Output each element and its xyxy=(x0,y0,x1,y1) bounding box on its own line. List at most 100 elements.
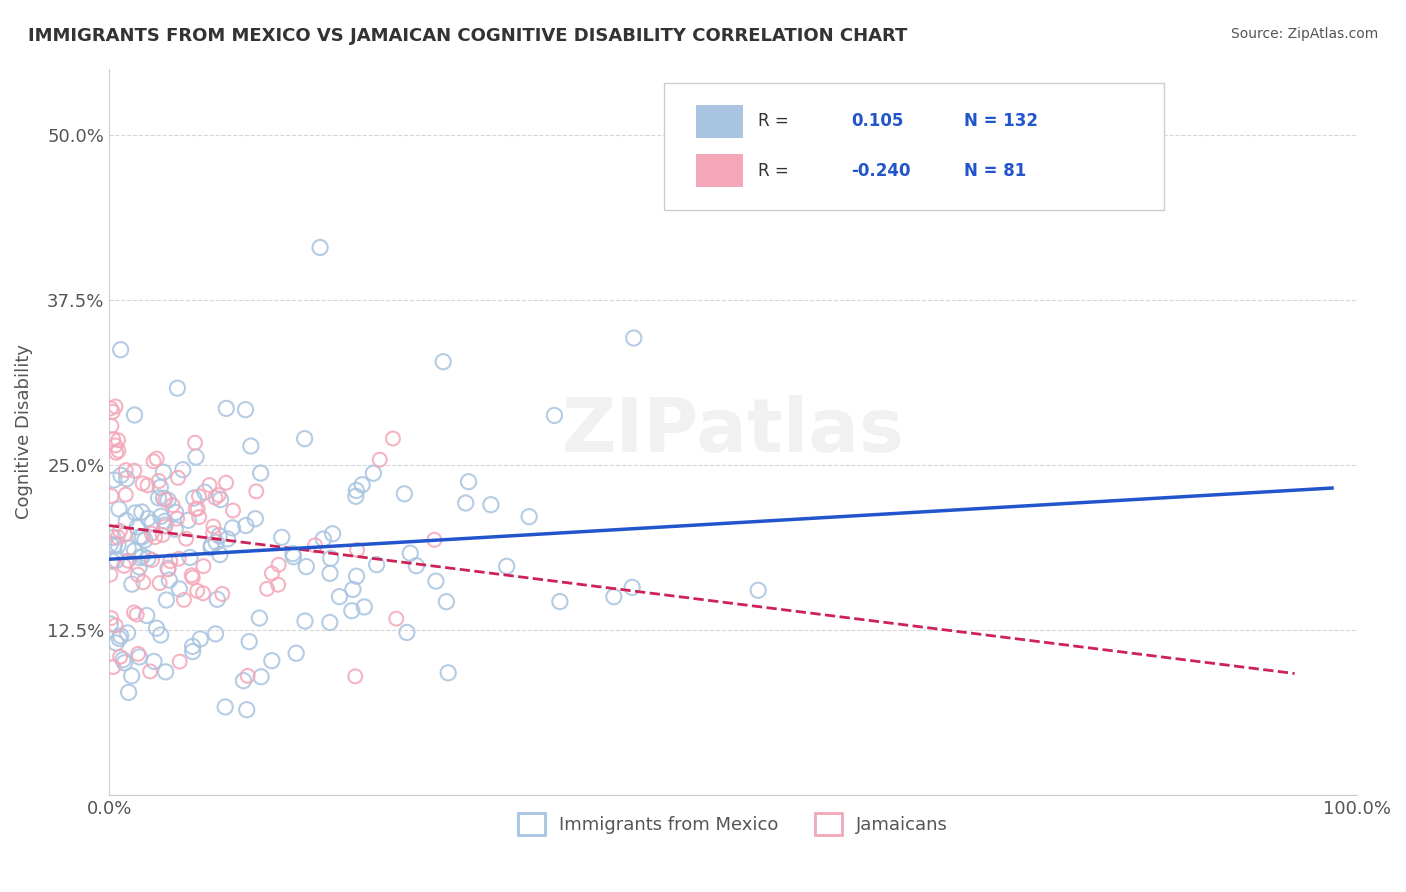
Point xyxy=(283,549,305,564)
Point xyxy=(405,558,427,573)
Point xyxy=(162,498,184,512)
Point xyxy=(344,483,367,498)
Point xyxy=(100,489,122,503)
Point xyxy=(167,471,190,485)
Point xyxy=(134,533,156,547)
Text: N = 81: N = 81 xyxy=(965,162,1026,180)
Point xyxy=(495,559,517,574)
Point xyxy=(177,513,200,527)
Point xyxy=(319,551,342,566)
Point xyxy=(208,488,231,502)
Point xyxy=(217,532,239,546)
FancyBboxPatch shape xyxy=(665,83,1164,211)
Point xyxy=(285,646,308,660)
Point xyxy=(395,625,418,640)
Point xyxy=(202,519,225,533)
Point xyxy=(127,520,149,534)
Point xyxy=(165,522,187,536)
Point xyxy=(153,518,176,533)
Point xyxy=(107,443,129,458)
Point xyxy=(304,538,326,552)
Point xyxy=(104,618,127,632)
Point xyxy=(155,492,177,507)
Point xyxy=(149,628,172,642)
Point xyxy=(143,530,166,544)
Point xyxy=(155,593,177,607)
Point xyxy=(114,488,136,502)
Point xyxy=(105,446,128,460)
Point xyxy=(236,669,259,683)
Point xyxy=(165,505,187,519)
Point xyxy=(352,477,374,491)
Point xyxy=(187,501,209,516)
Point xyxy=(381,432,404,446)
Point xyxy=(100,567,122,582)
Point xyxy=(184,450,207,464)
Point xyxy=(346,569,368,583)
Point xyxy=(423,533,446,547)
Point xyxy=(153,514,176,528)
Point xyxy=(132,575,155,590)
Point xyxy=(149,509,172,524)
Point xyxy=(193,559,215,574)
Point xyxy=(188,489,211,503)
Point xyxy=(100,611,122,625)
Point xyxy=(250,670,273,684)
Point xyxy=(294,432,316,446)
Point xyxy=(399,546,422,560)
Point xyxy=(114,463,136,477)
Point xyxy=(128,530,150,544)
Point xyxy=(129,550,152,565)
Text: -0.240: -0.240 xyxy=(852,162,911,180)
Point xyxy=(100,401,122,416)
Legend: Immigrants from Mexico, Jamaicans: Immigrants from Mexico, Jamaicans xyxy=(509,805,957,845)
Point xyxy=(121,669,143,683)
Text: R =: R = xyxy=(758,162,789,180)
Point xyxy=(157,573,180,587)
Point xyxy=(105,553,128,567)
Point xyxy=(457,475,479,489)
Text: N = 132: N = 132 xyxy=(965,112,1038,130)
Point xyxy=(127,567,149,582)
Point xyxy=(172,463,194,477)
Point xyxy=(479,498,502,512)
Point xyxy=(141,516,163,530)
Point xyxy=(131,476,153,491)
Point xyxy=(136,478,159,492)
Point xyxy=(141,526,163,541)
Point xyxy=(270,530,292,544)
Point xyxy=(115,514,138,528)
Point xyxy=(105,636,128,650)
Point xyxy=(152,528,174,542)
Point xyxy=(256,582,278,596)
Point xyxy=(107,530,129,544)
Point xyxy=(295,559,318,574)
Point xyxy=(103,473,125,487)
Point xyxy=(145,451,167,466)
Point xyxy=(267,558,290,572)
Point xyxy=(747,583,769,598)
Point xyxy=(366,558,388,572)
Point xyxy=(322,526,344,541)
Point xyxy=(200,541,222,555)
Point xyxy=(621,580,644,594)
Point xyxy=(208,529,231,543)
Point xyxy=(101,554,124,568)
Point xyxy=(214,700,236,714)
Point xyxy=(142,454,165,468)
Point xyxy=(149,576,172,591)
Point xyxy=(249,466,271,480)
Point xyxy=(235,703,257,717)
Point xyxy=(344,489,367,503)
Point xyxy=(179,550,201,565)
Point xyxy=(139,665,162,679)
Point xyxy=(110,629,132,643)
Point xyxy=(174,532,197,546)
Point xyxy=(157,561,180,575)
Point xyxy=(157,562,180,576)
Point xyxy=(344,669,367,683)
Point xyxy=(110,343,132,357)
Point xyxy=(148,474,170,488)
Point xyxy=(319,566,342,581)
Point xyxy=(204,627,226,641)
